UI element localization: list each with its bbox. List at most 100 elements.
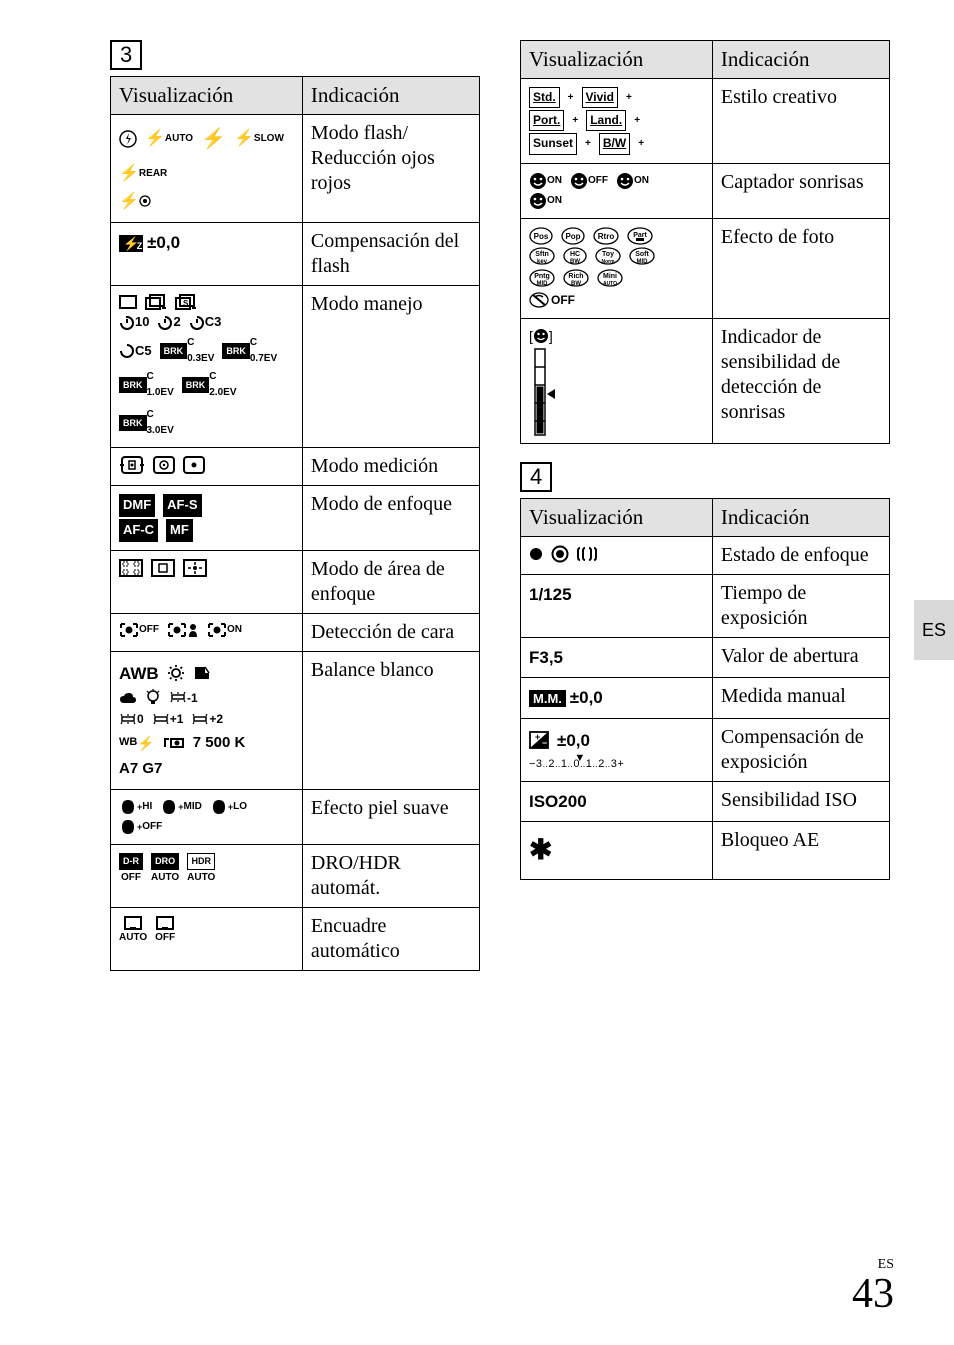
ae-lock-icon: ✱ — [529, 834, 552, 865]
aperture-text: F3,5 — [529, 648, 563, 667]
wb-flash-icon: WB⚡ — [119, 732, 155, 754]
style-std: Std. — [529, 87, 560, 108]
page-footer: ES 43 — [852, 1257, 894, 1315]
fx-sftn-icon: Sftnkey — [529, 247, 555, 267]
face-on-icon: ON — [207, 622, 242, 638]
ind-cell: Estilo creativo — [712, 79, 889, 164]
autoframe-off-icon: OFF — [155, 916, 175, 946]
ind-cell: Captador sonrisas — [712, 163, 889, 218]
mm-tag: M.M. — [529, 690, 566, 707]
softskin-hi-icon: +HI — [119, 798, 152, 816]
flash-auto-icon: ⚡AUTO — [145, 126, 193, 152]
ev-comp-icon: +− — [529, 731, 549, 749]
single-shot-icon — [119, 295, 137, 309]
smile-on-icon: ON — [529, 172, 562, 190]
svg-text:Rich: Rich — [568, 273, 583, 280]
table-row: OFF ON Detección de cara — [111, 613, 480, 651]
center-area-icon — [151, 559, 175, 577]
flash-slow-icon: ⚡SLOW — [234, 126, 284, 152]
svg-text:Soft: Soft — [635, 251, 649, 258]
ind-cell: Compensación de exposición — [712, 718, 889, 781]
multi-meter-icon — [119, 456, 145, 474]
timer-2-icon: 2 — [157, 312, 180, 333]
ev-scale: −3‥2‥1‥0▼‥1‥2‥3+ — [529, 756, 704, 774]
focus-brackets-icon — [577, 545, 597, 563]
bracket-30-icon: BRKC3.0EV — [119, 407, 174, 439]
table-row: Std.+ Vivid+ Port.+ Land.+ Sunset+ B/W+ … — [521, 79, 890, 164]
flash-fill-icon: ⚡ — [201, 123, 226, 155]
svg-text:Mini: Mini — [603, 273, 617, 280]
dro-off-icon: D-ROFF — [119, 853, 143, 885]
style-port: Port. — [529, 110, 564, 131]
ind-cell: Modo de enfoque — [302, 485, 479, 550]
svg-text:Norm: Norm — [601, 259, 615, 265]
svg-text:MID: MID — [637, 259, 649, 265]
ind-cell: Compensación del flash — [302, 223, 479, 286]
fx-pop-icon: Pop — [561, 227, 585, 245]
header-viz: Visualización — [521, 41, 713, 79]
ind-cell: Modo de área de enfoque — [302, 550, 479, 613]
kelvin-text: 7 500 K — [193, 731, 246, 755]
awb-text: AWB — [119, 660, 159, 687]
hdr-auto-icon: HDRAUTO — [187, 853, 215, 885]
ind-cell: Bloqueo AE — [712, 821, 889, 879]
table-row: ON OFF ON ON Captador sonrisas — [521, 163, 890, 218]
mf-tag: MF — [166, 519, 193, 542]
table-row: Modo medición — [111, 447, 480, 485]
table-row: +− ±0,0 −3‥2‥1‥0▼‥1‥2‥3+ Compensación de… — [521, 718, 890, 781]
header-viz: Visualización — [111, 77, 303, 115]
table-row: +HI +MID +LO +OFF Efecto piel suave — [111, 790, 480, 845]
header-viz: Visualización — [521, 499, 713, 537]
fx-pos-icon: Pos — [529, 227, 553, 245]
fx-toy-icon: ToyNorm — [595, 247, 621, 267]
header-ind: Indicación — [302, 77, 479, 115]
svg-text:Pntg: Pntg — [534, 273, 550, 280]
header-ind: Indicación — [712, 499, 889, 537]
ind-cell: Balance blanco — [302, 651, 479, 790]
fx-rtro-icon: Rtro — [593, 227, 619, 245]
svg-text:key: key — [537, 259, 548, 265]
table-row: [] Indicador de sensibilidad de detecció… — [521, 318, 890, 443]
table-row: AWB -1 0 +1 +2 WB⚡ — [111, 651, 480, 790]
dmf-tag: DMF — [119, 494, 155, 517]
multi-area-icon — [119, 559, 143, 577]
ind-cell: Tiempo de exposición — [712, 575, 889, 638]
redeye-icon: ⚡ — [119, 189, 151, 215]
wb-shift-text: A7 G7 — [119, 757, 162, 781]
smile-off-icon: OFF — [570, 172, 608, 190]
svg-text:HC: HC — [570, 251, 580, 258]
ind-cell: Medida manual — [712, 678, 889, 718]
fx-rich-icon: RichBW — [563, 269, 589, 289]
bracket-20-icon: BRKC2.0EV — [182, 369, 237, 401]
bracket-07-icon: BRKC0.7EV — [222, 335, 277, 367]
flash-rear-icon: ⚡REAR — [119, 161, 167, 187]
section-3-number: 3 — [110, 40, 142, 70]
table-row: ⚡Z ±0,0 Compensación del flash — [111, 223, 480, 286]
table-row: ⚡AUTO ⚡ ⚡SLOW ⚡REAR ⚡ Modo flash/ Reducc… — [111, 115, 480, 223]
header-ind: Indicación — [712, 41, 889, 79]
afc-tag: AF-C — [119, 519, 158, 542]
table-section-3b: Visualización Indicación Std.+ Vivid+ Po… — [520, 40, 890, 444]
focus-dot-icon — [529, 547, 543, 561]
timer-c5-icon: C5 — [119, 341, 152, 362]
fluor-neg1-icon: -1 — [169, 689, 198, 708]
table-row: ISO200 Sensibilidad ISO — [521, 781, 890, 821]
svg-text:Toy: Toy — [602, 251, 614, 258]
fluor-0-icon: 0 — [119, 710, 144, 729]
mm-value: ±0,0 — [570, 688, 603, 707]
table-row: S 10 2 C3 C5 BRKC0.3EV BRKC0.7EV BRKC1.0… — [111, 286, 480, 448]
svg-text:Pos: Pos — [534, 232, 549, 241]
ind-cell: Encuadre automático — [302, 908, 479, 971]
ind-cell: Efecto piel suave — [302, 790, 479, 845]
table-row: ✱ Bloqueo AE — [521, 821, 890, 879]
fx-soft-icon: SoftMID — [629, 247, 655, 267]
cloudy-icon — [119, 691, 137, 705]
table-row: AUTO OFF Encuadre automático — [111, 908, 480, 971]
ind-cell: Modo medición — [302, 447, 479, 485]
focus-ring-icon — [551, 545, 569, 563]
face-off-icon: OFF — [119, 622, 159, 638]
speed-priority-icon: S — [175, 294, 197, 310]
svg-text:Pop: Pop — [565, 232, 580, 241]
smile-framed-icon: [] — [529, 325, 553, 347]
style-land: Land. — [586, 110, 626, 131]
